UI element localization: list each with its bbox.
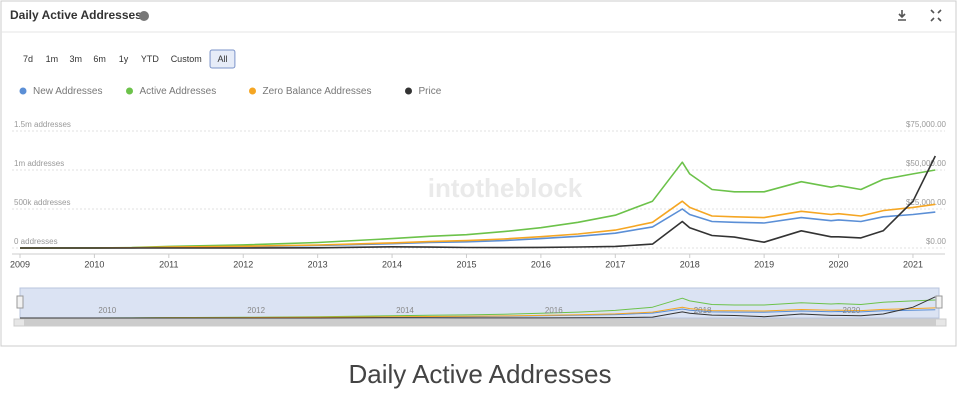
caption: Daily Active Addresses [348, 359, 611, 389]
x-tick-label: 2011 [159, 259, 178, 269]
y2-tick-label: $25,000.00 [906, 198, 947, 207]
x-tick-label: 2013 [308, 259, 328, 269]
x-tick-label: 2018 [680, 259, 700, 269]
range-button[interactable] [41, 49, 63, 69]
legend-marker [249, 87, 256, 95]
x-tick-label: 2015 [456, 259, 476, 269]
y2-tick-label: $75,000.00 [906, 120, 947, 129]
range-button[interactable] [65, 49, 87, 69]
x-tick-label: 2021 [903, 259, 923, 269]
legend-marker [126, 87, 133, 95]
x-tick-label: 2020 [829, 259, 849, 269]
range-button[interactable] [137, 49, 163, 69]
series-line [19, 161, 936, 249]
y-tick-label: 1m addresses [14, 159, 64, 168]
legend-label: New Addresses [33, 86, 102, 97]
range-button-label: 1y [119, 54, 129, 64]
navigator-tick-label: 2018 [694, 306, 712, 315]
range-button-label: 7d [23, 54, 33, 64]
navigator-handle[interactable] [16, 295, 24, 309]
x-tick-label: 2009 [10, 259, 30, 269]
range-button-label: 1m [46, 54, 59, 64]
header-title: Daily Active Addresses [10, 8, 142, 22]
range-button[interactable] [209, 49, 236, 69]
legend-marker [405, 87, 412, 95]
y-tick-label: 1.5m addresses [14, 120, 71, 129]
x-tick-label: 2017 [605, 259, 625, 269]
navigator-line [20, 296, 936, 319]
navigator-tick-label: 2016 [545, 306, 563, 315]
legend-label: Price [419, 86, 442, 97]
navigator-tick-label: 2020 [843, 306, 861, 315]
range-button[interactable] [17, 49, 39, 69]
scrollbar-thumb[interactable] [24, 319, 936, 326]
fullscreen-icon[interactable] [930, 9, 942, 22]
series-line [20, 155, 937, 249]
legend-label: Zero Balance Addresses [263, 86, 372, 97]
range-button-label: 3m [69, 54, 82, 64]
x-tick-label: 2010 [84, 259, 104, 269]
y-tick-label: 0 addresses [14, 237, 58, 246]
watermark: intotheblock [428, 173, 583, 203]
navigator-tick-label: 2014 [396, 306, 414, 315]
range-button-label: 6m [93, 54, 106, 64]
y-tick-label: 500k addresses [14, 198, 70, 207]
download-icon[interactable] [898, 10, 906, 21]
y2-tick-label: $0.00 [926, 237, 947, 246]
help-icon[interactable] [139, 11, 149, 21]
navigator-handle[interactable] [935, 295, 943, 309]
range-button[interactable] [113, 49, 134, 69]
range-button[interactable] [165, 49, 207, 69]
navigator-window [19, 287, 940, 319]
navigator-tick-label: 2010 [98, 306, 116, 315]
y2-tick-label: $50,000.00 [906, 159, 947, 168]
legend-label: Active Addresses [140, 86, 217, 97]
navigator-tick-label: 2012 [247, 306, 265, 315]
x-tick-label: 2012 [233, 259, 253, 269]
range-button-label: YTD [141, 54, 160, 64]
x-tick-label: 2016 [531, 259, 551, 269]
x-tick-label: 2014 [382, 259, 402, 269]
series-line [20, 200, 936, 249]
range-button-label: All [217, 54, 227, 64]
range-button-label: Custom [171, 54, 202, 64]
x-tick-label: 2019 [754, 259, 774, 269]
legend-marker [19, 87, 27, 95]
range-button[interactable] [89, 49, 111, 69]
